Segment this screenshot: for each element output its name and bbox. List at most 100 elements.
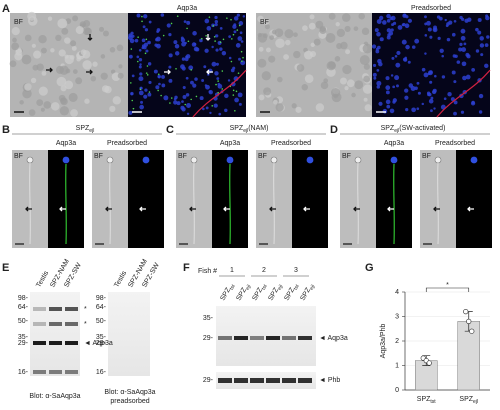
aqp3a-signal [144, 52, 147, 55]
nucleus [142, 156, 150, 164]
sperm-tail [109, 162, 111, 245]
y-tick-label: 0 [395, 387, 399, 394]
cell-texture [257, 15, 264, 23]
sperm-head [190, 156, 198, 164]
nucleus [448, 20, 453, 25]
panel-label: A [2, 3, 10, 15]
nucleus [192, 83, 197, 88]
cell-texture [351, 92, 356, 98]
cell-texture [75, 77, 83, 85]
cell-texture [310, 42, 315, 47]
band [234, 378, 248, 383]
nucleus [221, 51, 227, 56]
cell-texture [336, 28, 346, 38]
cell-texture [334, 56, 341, 62]
panel-title-part: ejl [394, 128, 399, 134]
cell-texture [353, 26, 359, 31]
cell-texture [102, 30, 110, 37]
nucleus [387, 33, 391, 37]
mw-marker: 64- [18, 304, 29, 311]
nucleus [374, 28, 379, 33]
cell-texture [40, 107, 45, 112]
nucleus [216, 77, 220, 80]
nucleus [394, 75, 400, 81]
aqp3a-signal [217, 80, 219, 82]
cell-texture [364, 104, 372, 112]
nucleus [136, 13, 141, 18]
nucleus [385, 76, 390, 81]
cell-texture [38, 86, 48, 96]
nucleus [424, 22, 428, 26]
y-tick-label: 3 [395, 313, 399, 320]
nucleus [429, 80, 433, 84]
sperm-tail [437, 162, 439, 245]
nucleus [206, 26, 212, 31]
nucleus [230, 68, 235, 73]
nucleus [160, 13, 165, 17]
nucleus [131, 74, 135, 78]
nucleus [382, 20, 387, 25]
mw-marker: 29- [18, 340, 29, 347]
band [282, 378, 296, 383]
nucleus [444, 18, 447, 22]
nucleus [153, 69, 158, 74]
blot [108, 292, 150, 376]
arrow [87, 34, 93, 41]
nucleus [62, 156, 70, 164]
lane-label: SPZtst [283, 282, 301, 304]
nucleus [408, 83, 414, 88]
nucleus [140, 100, 144, 104]
sperm-tail [193, 162, 195, 245]
cell-texture [61, 27, 69, 35]
cell-texture [36, 63, 44, 71]
cell-texture [264, 24, 270, 30]
cell-texture [265, 47, 271, 53]
cell-texture [295, 106, 302, 113]
cell-texture [84, 98, 90, 104]
panel-title: SPZejl(NAM) [230, 125, 269, 134]
nucleus [156, 43, 161, 49]
cell-texture [313, 38, 321, 46]
nucleus [453, 19, 457, 23]
y-tick-label: 4 [395, 289, 399, 296]
aqp3a-signal [200, 37, 203, 40]
nucleus [226, 156, 234, 164]
nucleus [463, 42, 467, 46]
asterisk: * [84, 306, 87, 313]
cell-texture [320, 81, 329, 90]
cell-texture [116, 44, 124, 52]
nucleus [475, 27, 479, 32]
nucleus [161, 83, 166, 88]
cell-texture [112, 96, 122, 105]
cell-texture [50, 48, 55, 53]
aqp3a-flagellum [65, 163, 67, 245]
cell-texture [24, 34, 32, 42]
nucleus [371, 44, 377, 49]
cell-texture [328, 61, 336, 70]
nucleus [386, 13, 391, 19]
nucleus [451, 70, 456, 75]
panel-title-part: ejl [89, 128, 94, 134]
aqp3a-signal [219, 41, 222, 44]
cell-texture [293, 50, 301, 59]
nucleus [131, 34, 135, 38]
cell-texture [58, 49, 66, 57]
arrow [46, 67, 53, 73]
significance-bracket [425, 287, 470, 292]
stain-label: Aqp3a [384, 140, 404, 147]
cell-texture [24, 83, 32, 91]
nucleus [421, 67, 426, 72]
nucleus [193, 42, 197, 46]
nucleus [459, 42, 463, 47]
cell-texture [36, 99, 44, 107]
blot-caption: preadsorbed [110, 398, 149, 405]
nucleus [372, 63, 377, 68]
arrow [353, 206, 360, 212]
nucleus [233, 16, 239, 21]
nucleus [431, 89, 437, 95]
nucleus [385, 90, 390, 95]
fluorescence-image [292, 150, 328, 248]
band [33, 307, 46, 311]
mw-marker: 98- [96, 295, 107, 302]
panel-title-part: SPZ [76, 125, 90, 132]
